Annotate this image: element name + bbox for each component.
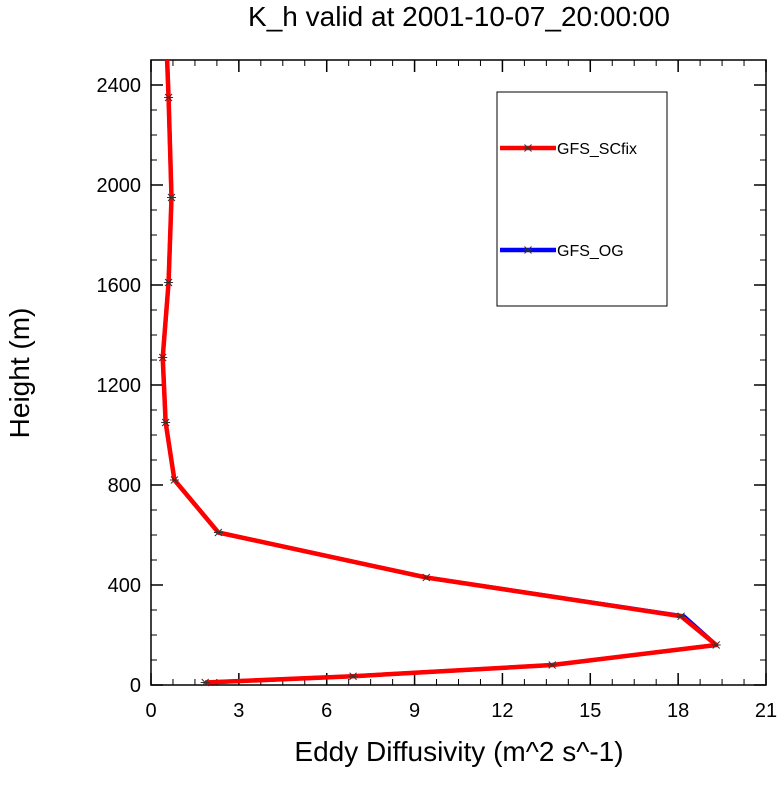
- data-point-marker: [164, 93, 174, 102]
- legend-box: [496, 91, 668, 307]
- x-tick-label: 21: [755, 700, 777, 722]
- data-point-marker: [711, 641, 721, 649]
- data-point-marker: [421, 573, 431, 582]
- x-tick-label: 18: [667, 700, 689, 722]
- legend: GFS_SCfix GFS_OG: [496, 91, 668, 307]
- x-tick-label: 15: [579, 700, 601, 722]
- tick-labels: 0 3 6 9 12 15 18 21 0 400 800 1200 1600 2000 2400: [97, 75, 778, 722]
- legend-marker: [523, 246, 533, 254]
- y-tick-label: 1600: [97, 275, 142, 297]
- y-tick-label: 0: [130, 675, 141, 697]
- legend-marker: [523, 144, 533, 152]
- legend-entry-gfs-og: GFS_OG: [500, 243, 624, 260]
- series-line-gfs-scfix: [160, 59, 719, 685]
- data-point-marker: [169, 476, 179, 484]
- x-tick-label: 6: [321, 700, 332, 722]
- data-point-marker: [164, 278, 174, 287]
- x-tick-label: 3: [233, 700, 244, 722]
- legend-entry-gfs-scfix: GFS_SCfix: [500, 141, 637, 158]
- data-point-marker: [676, 612, 686, 621]
- x-tick-label: 9: [409, 700, 420, 722]
- series-group: [158, 59, 721, 687]
- y-tick-label: 800: [108, 475, 141, 497]
- data-point-marker: [547, 661, 557, 669]
- x-tick-label: 12: [491, 700, 513, 722]
- y-tick-label: 2400: [97, 75, 142, 97]
- data-point-marker: [167, 193, 176, 202]
- axis-ticks: [150, 59, 767, 686]
- y-tick-label: 1200: [97, 375, 142, 397]
- data-point-marker: [348, 672, 358, 681]
- data-point-marker: [161, 418, 171, 427]
- y-axis-label: Height (m): [4, 308, 35, 439]
- chart-title: K_h valid at 2001-10-07_20:00:00: [248, 1, 670, 32]
- x-tick-label: 0: [145, 700, 156, 722]
- data-point-marker: [200, 678, 210, 687]
- y-tick-label: 2000: [97, 175, 142, 197]
- x-axis-label: Eddy Diffusivity (m^2 s^-1): [294, 736, 623, 767]
- legend-label: GFS_SCfix: [557, 141, 637, 158]
- plot-frame: [150, 59, 767, 686]
- data-point-marker: [158, 353, 168, 362]
- y-tick-label: 400: [108, 575, 141, 597]
- legend-label: GFS_OG: [557, 243, 624, 260]
- data-point-marker: [213, 528, 223, 537]
